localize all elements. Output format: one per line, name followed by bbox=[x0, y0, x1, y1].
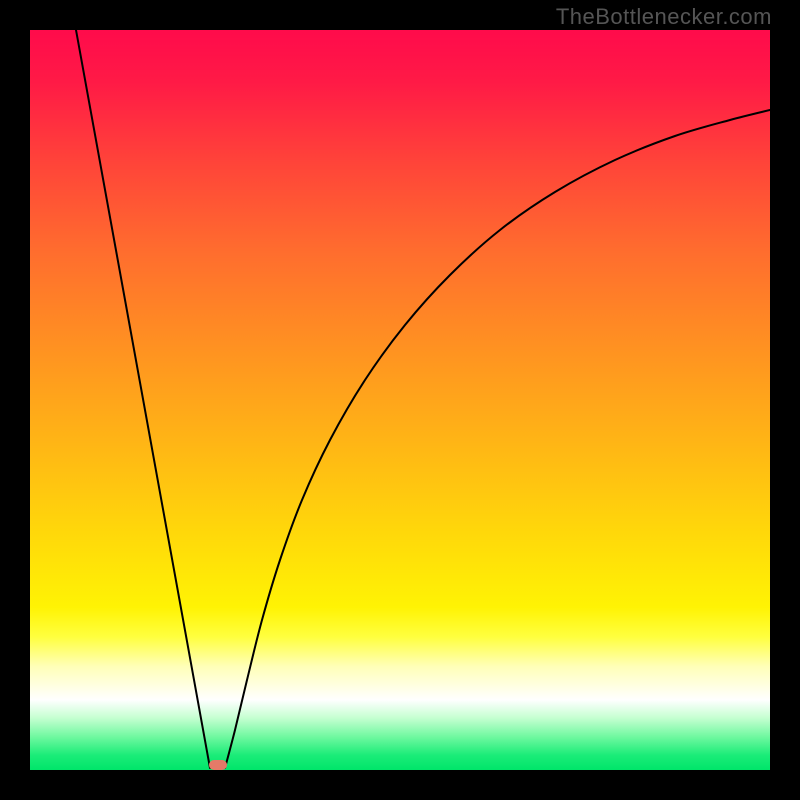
plot-area bbox=[30, 30, 770, 770]
curve-right-segment bbox=[225, 110, 770, 768]
watermark-text: TheBottlenecker.com bbox=[556, 4, 772, 30]
optimal-point-marker bbox=[209, 760, 227, 770]
frame-border-bottom bbox=[0, 770, 800, 800]
curve-left-segment bbox=[76, 30, 210, 768]
frame-border-right bbox=[770, 0, 800, 800]
frame-border-left bbox=[0, 0, 30, 800]
chart-frame: TheBottlenecker.com bbox=[0, 0, 800, 800]
curve-overlay bbox=[30, 30, 770, 770]
